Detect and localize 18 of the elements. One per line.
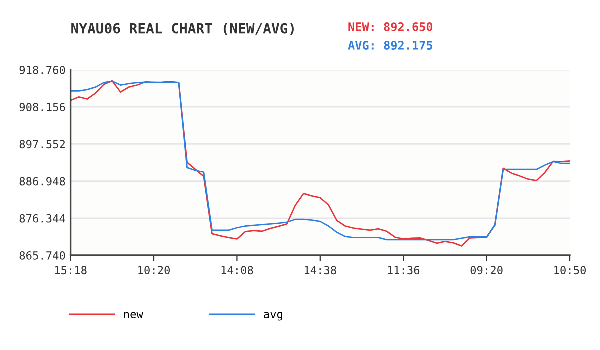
y-tick-label: 865.740 [20, 252, 66, 260]
x-tick-label: 09:20 [470, 266, 503, 275]
y-tick-label: 886.948 [20, 177, 66, 186]
x-tick-label: 10:20 [138, 266, 170, 275]
legend-label: avg [264, 312, 282, 321]
x-tick-label: 11:36 [388, 266, 420, 275]
x-tick-label: 15:18 [55, 266, 87, 275]
y-tick-label: 876.344 [20, 214, 66, 223]
y-tick-label: 918.760 [20, 66, 66, 74]
text: AVG: 892.175 [348, 41, 432, 50]
text: NEW: 892.650 [348, 22, 433, 32]
chart-title: NYAU06 REAL CHART (NEW/AVG) [72, 23, 294, 36]
x-tick-label: 14:08 [222, 266, 254, 275]
legend-label: new [124, 312, 144, 319]
x-tick-label: 10:50 [554, 266, 586, 275]
y-tick-label: 908.156 [20, 103, 66, 112]
x-tick-label: 14:38 [305, 266, 336, 275]
y-tick-label: 897.552 [20, 140, 65, 149]
